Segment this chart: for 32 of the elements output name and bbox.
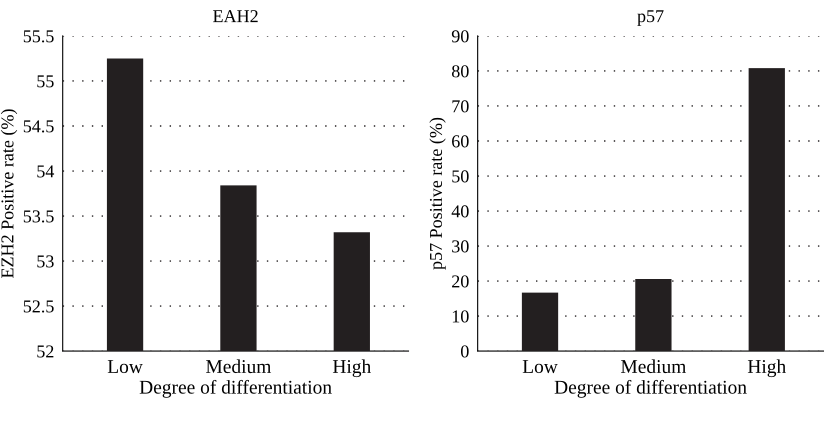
chart-title: p57 — [637, 10, 664, 26]
x-tick-label: High — [332, 359, 371, 378]
y-tick-label: 90 — [452, 30, 469, 42]
y-tick-label: 20 — [452, 275, 469, 288]
y-tick-label: 70 — [452, 100, 469, 112]
y-tick-label: 54.5 — [24, 120, 54, 133]
y-tick-label: 54 — [37, 165, 54, 178]
chart-title: EAH2 — [213, 10, 258, 22]
y-tick-label: 30 — [452, 240, 469, 252]
bar — [748, 68, 785, 352]
bar — [522, 292, 558, 352]
x-axis-title: Degree of differentiation — [140, 380, 332, 398]
x-tick-label: Medium — [621, 359, 686, 374]
y-tick-label: 50 — [452, 170, 469, 182]
x-tick-label: Low — [522, 360, 558, 374]
x-tick-label: Low — [108, 360, 143, 374]
x-axis-title: Degree of differentiation — [554, 380, 747, 398]
y-tick-label: 60 — [452, 135, 469, 148]
y-tick-label: 0 — [460, 345, 469, 358]
y-axis-title: p57 Positive rate (%) — [429, 118, 446, 270]
x-tick-label: Medium — [206, 359, 272, 374]
y-tick-label: 55.5 — [24, 30, 54, 42]
y-tick-label: 53 — [37, 255, 54, 268]
y-tick-label: 52 — [37, 345, 54, 358]
y-axis-title: EZH2 Positive rate (%) — [0, 109, 18, 278]
x-tick-label: High — [748, 359, 786, 378]
y-tick-label: 53.5 — [24, 210, 54, 223]
y-tick-label: 10 — [452, 310, 469, 323]
y-tick-label: 80 — [452, 65, 469, 78]
y-tick-label: 40 — [452, 205, 469, 218]
y-tick-label: 52.5 — [24, 300, 54, 313]
y-tick-label: 55 — [37, 75, 54, 88]
